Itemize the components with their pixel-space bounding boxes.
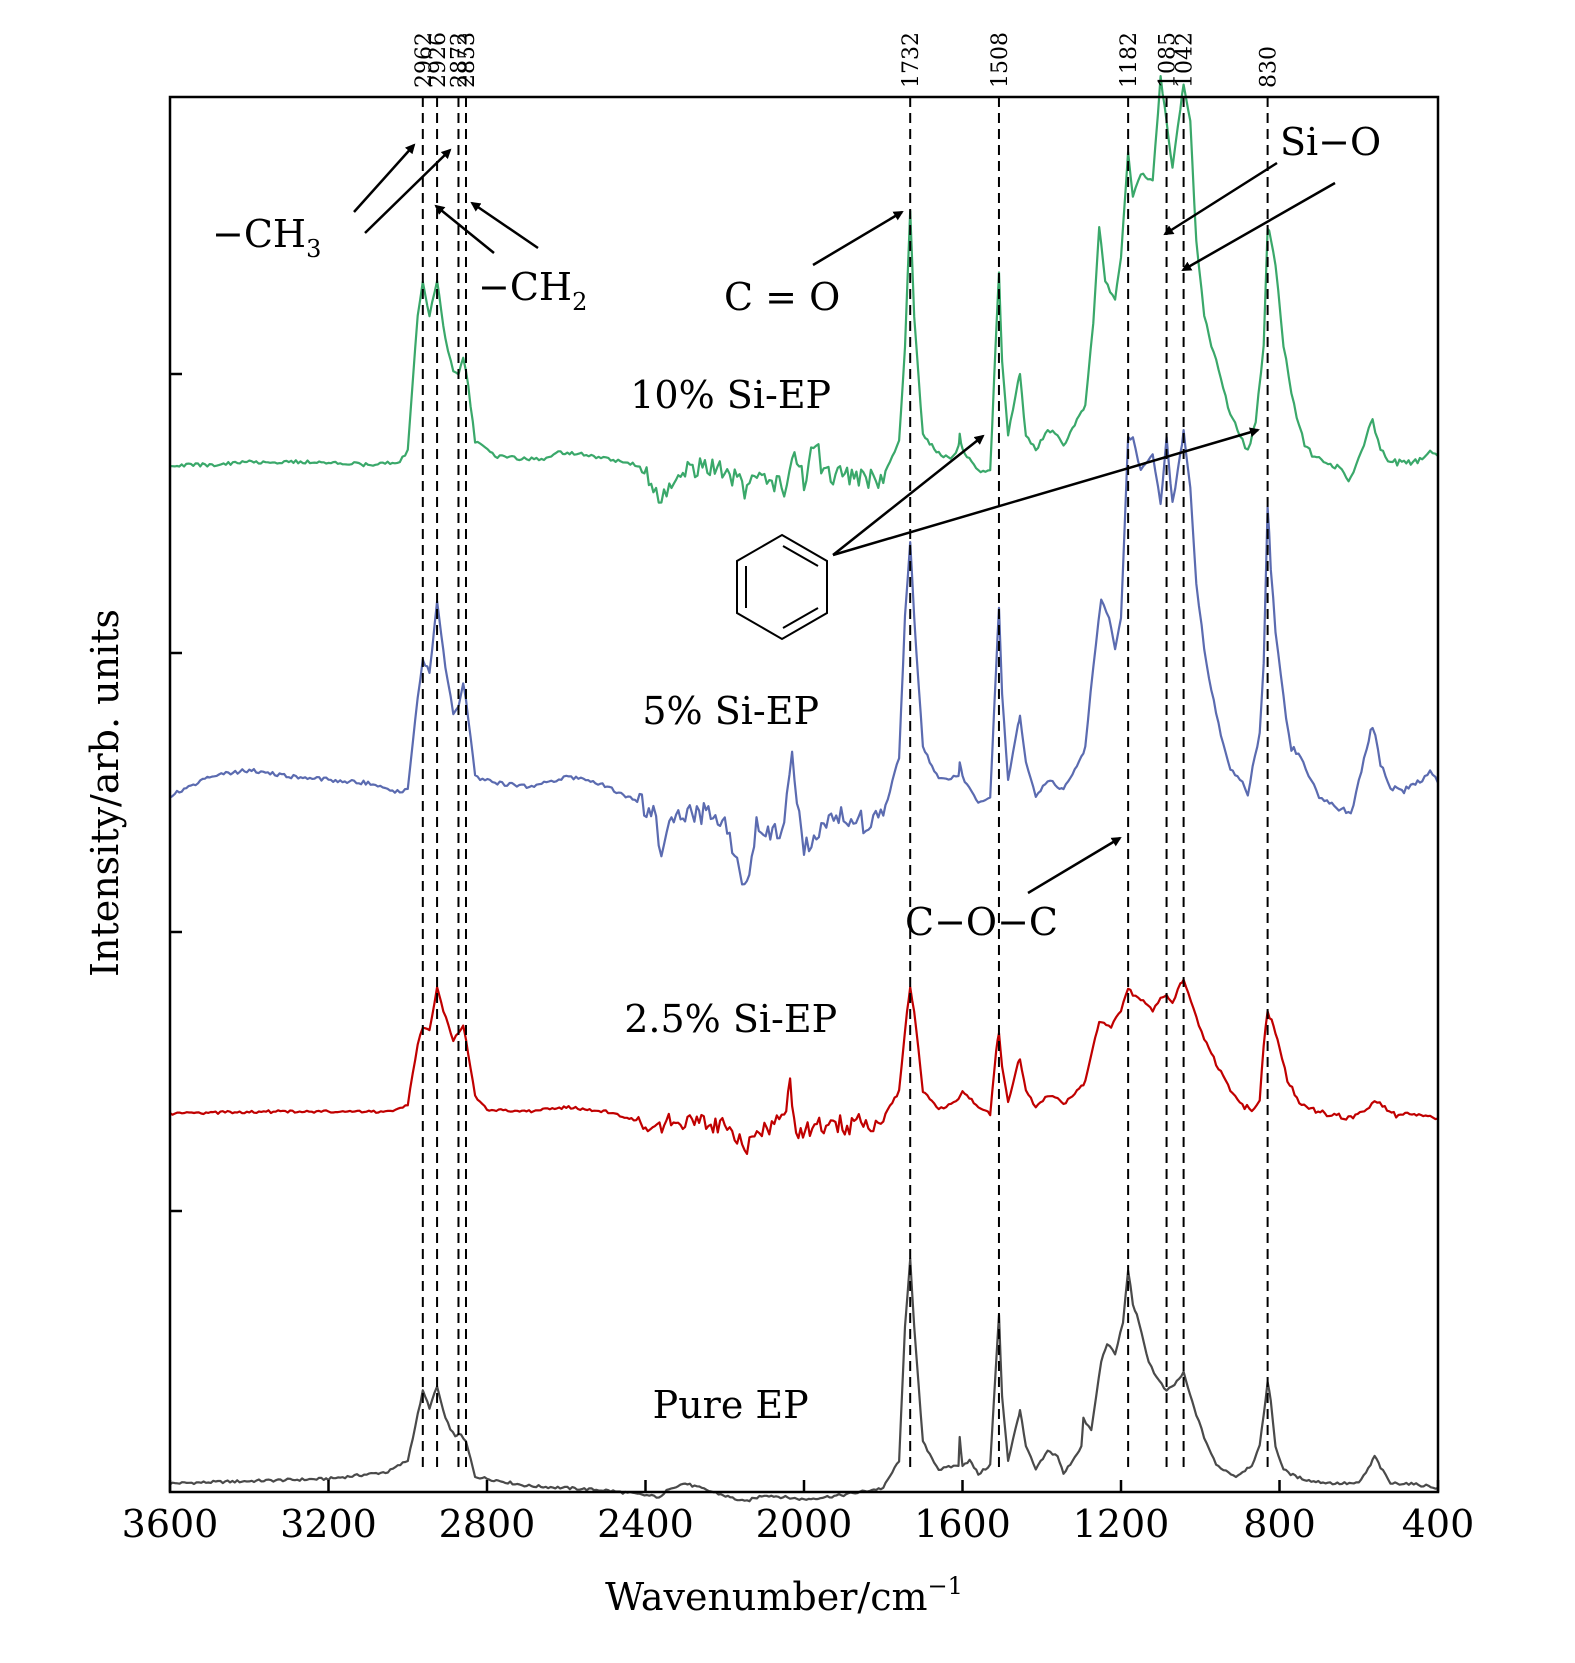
peak-marker-label: 2872 [447,32,472,88]
y-axis-title: Intensity/arb. units [83,609,127,977]
benzene-ring-icon [736,533,828,641]
peak-marker-label: 1732 [899,32,924,88]
peak-marker-label: 2962 [412,32,437,88]
series-label: 5% Si-EP [642,689,819,733]
series-label: 2.5% Si-EP [624,997,837,1041]
sio-arrow-1 [1163,161,1278,236]
ch3-arrow-2 [364,148,452,234]
x-tick-label: 1600 [914,1502,1011,1546]
x-axis-title: Wavenumber/cm−1 [605,1572,963,1619]
x-tick-label: 3200 [280,1502,377,1546]
x-tick-label: 2800 [439,1502,536,1546]
benzene-arrow-2 [832,427,1260,557]
x-tick-label: 400 [1402,1502,1475,1546]
series-label-layer: 10% Si-EP 5% Si-EP 2.5% Si-EP Pure EP [624,373,837,1427]
peak-marker-label: 830 [1257,46,1282,88]
peak-marker-label: 2926 [426,32,451,88]
series-label: 10% Si-EP [630,373,831,417]
co-arrow [812,210,904,267]
coc-arrow [1027,836,1122,895]
ch3-label: −CH3 [212,212,321,263]
series-line-2-5-si-ep [169,978,1439,1155]
x-tick-label: 800 [1243,1502,1316,1546]
peak-marker-label: 2853 [455,32,480,88]
coc-label: C−O−C [905,900,1058,944]
peak-marker-label: 1182 [1117,32,1142,88]
series-line-5-si-ep [169,429,1440,886]
plot-frame [168,95,1440,1494]
series-line-10-si-ep [169,75,1439,504]
series-layer [169,75,1440,1503]
ch2-arrow-2 [470,201,539,250]
series-label: Pure EP [653,1383,809,1427]
axis-layer: 3600 3200 2800 2400 2000 1600 1200 800 400 [122,372,1475,1546]
x-tick-label: 1200 [1073,1502,1170,1546]
ch2-label: −CH2 [478,265,587,316]
x-tick-label: 2000 [756,1502,853,1546]
peak-marker-label: 1508 [988,32,1013,88]
ch2-arrow-1 [434,204,495,254]
series-line-pure-ep [169,1257,1439,1503]
x-tick-label: 2400 [597,1502,694,1546]
x-tick-label: 3600 [122,1502,219,1546]
sio-label: Si−O [1280,120,1381,164]
co-label: C = O [724,275,840,319]
peak-marker-label: 1085 [1156,32,1181,88]
benzene-arrow-1 [832,434,985,556]
annotations [353,143,1336,895]
peak-marker-label: 1042 [1173,32,1198,88]
sio-arrow-2 [1181,181,1336,272]
ch3-arrow-1 [353,143,416,213]
